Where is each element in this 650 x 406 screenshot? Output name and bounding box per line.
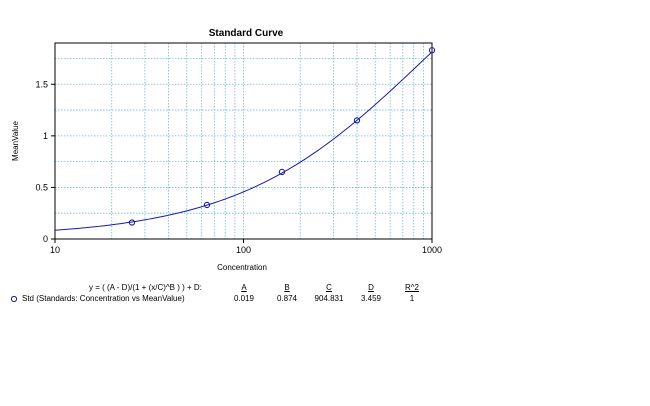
plot-frame bbox=[54, 42, 433, 240]
chart-title: Standard Curve bbox=[209, 28, 284, 39]
y-tick-label: 0 bbox=[43, 234, 48, 244]
x-tick-label: 100 bbox=[236, 245, 251, 255]
x-tick-label: 10 bbox=[50, 245, 60, 255]
x-tick-label: 1000 bbox=[422, 245, 442, 255]
value-d: 3.459 bbox=[360, 294, 382, 303]
data-points bbox=[128, 47, 436, 226]
y-tick-label: 0.5 bbox=[35, 182, 48, 192]
fit-curve bbox=[54, 51, 433, 231]
value-c: 904.831 bbox=[314, 294, 344, 303]
value-a: 0.019 bbox=[233, 294, 255, 303]
legend-marker-icon bbox=[10, 295, 18, 303]
y-tick-label: 1.5 bbox=[35, 79, 48, 89]
data-point bbox=[128, 219, 136, 226]
header-r2: R^2 bbox=[405, 283, 419, 292]
legend-series-label: Std (Standards: Concentration vs MeanVal… bbox=[22, 294, 185, 303]
axis-ticks: 10 100 1000 0 0.5 1 1.5 bbox=[35, 79, 442, 255]
header-c: C bbox=[326, 283, 332, 292]
y-axis-label: MeanValue bbox=[11, 121, 20, 161]
fit-equation: y = ( (A - D)/(1 + (x/C)^B ) ) + D: bbox=[89, 283, 202, 292]
x-axis-label: Concentration bbox=[217, 263, 267, 272]
header-a: A bbox=[241, 283, 247, 292]
data-point bbox=[353, 117, 361, 124]
data-point bbox=[203, 201, 211, 209]
header-b: B bbox=[284, 283, 290, 292]
header-d: D bbox=[368, 283, 374, 292]
value-r2: 1 bbox=[409, 294, 415, 303]
data-point bbox=[278, 168, 286, 176]
value-b: 0.874 bbox=[276, 294, 298, 303]
y-tick-label: 1 bbox=[43, 131, 48, 141]
data-point bbox=[428, 47, 436, 54]
grid bbox=[55, 43, 432, 239]
